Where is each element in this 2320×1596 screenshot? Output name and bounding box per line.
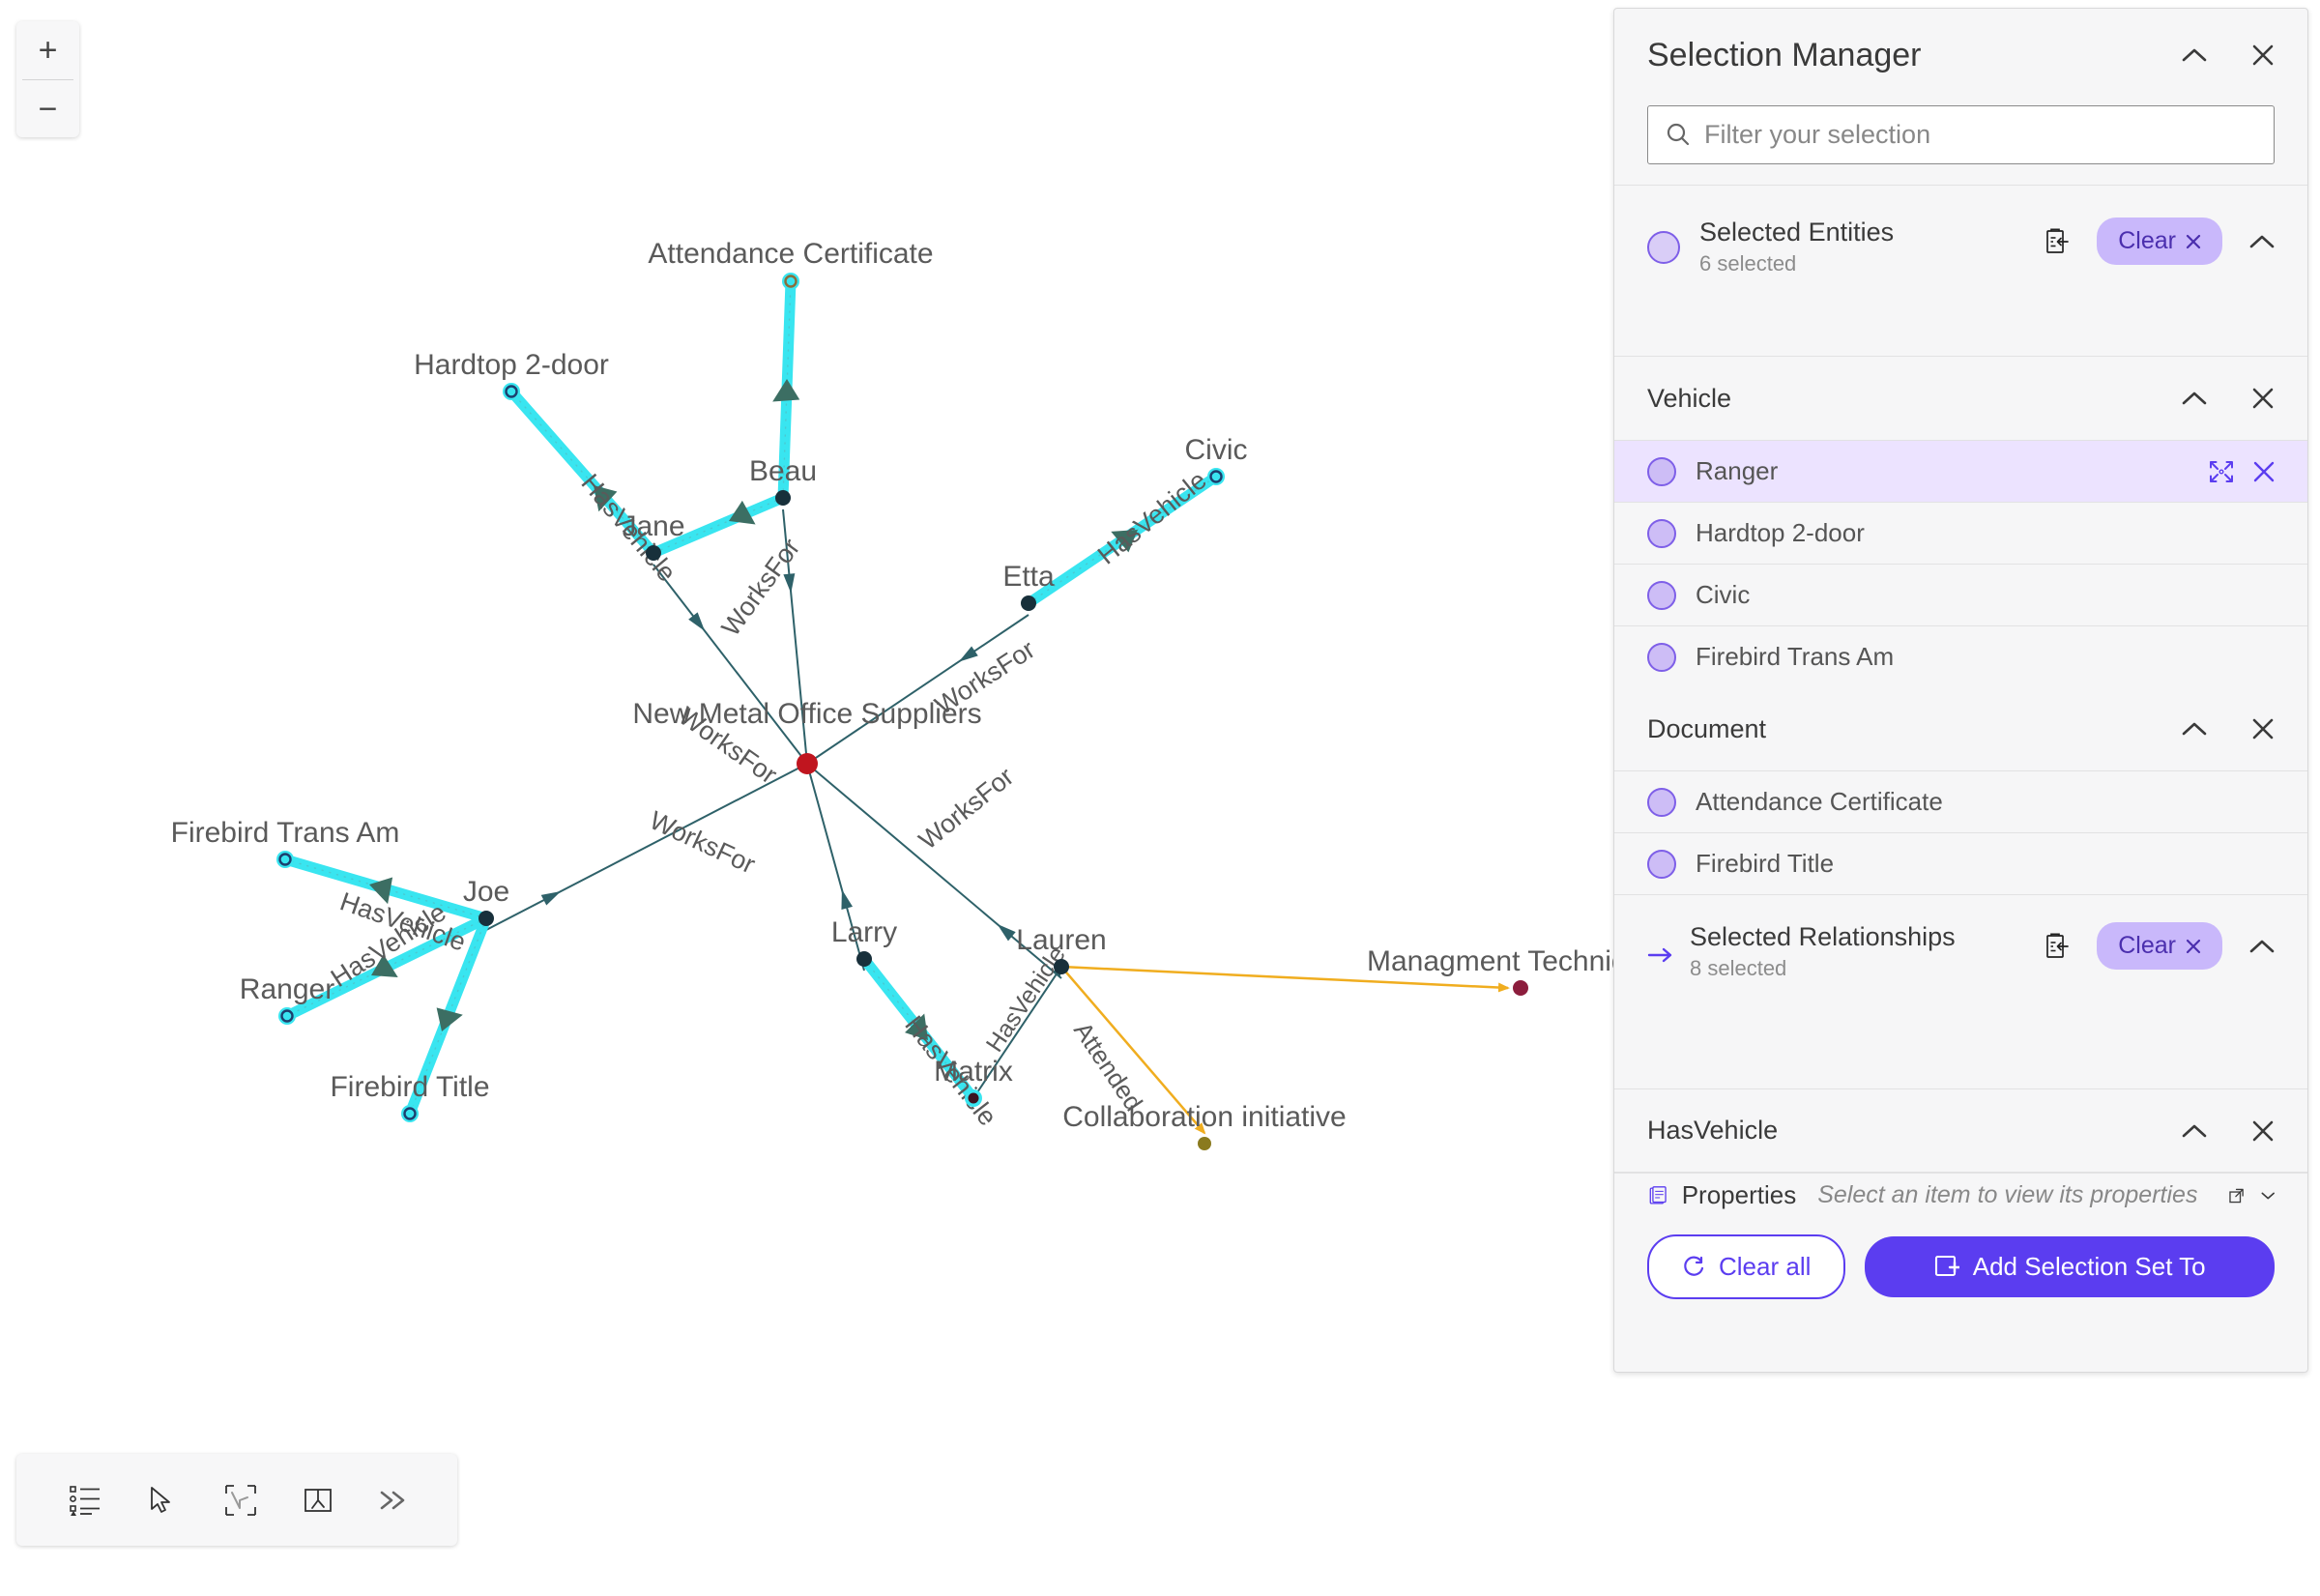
svg-text:New Metal Office Suppliers: New Metal Office Suppliers: [632, 698, 981, 730]
svg-text:Ranger: Ranger: [240, 973, 334, 1005]
svg-text:Collaboration initiative: Collaboration initiative: [1062, 1101, 1347, 1133]
svg-text:Firebird Trans Am: Firebird Trans Am: [171, 817, 400, 849]
svg-text:Beau: Beau: [749, 455, 817, 487]
svg-text:Larry: Larry: [831, 916, 897, 948]
svg-text:Joe: Joe: [463, 876, 509, 908]
svg-text:Hardtop 2-door: Hardtop 2-door: [414, 349, 609, 381]
svg-text:Firebird Title: Firebird Title: [330, 1071, 489, 1103]
svg-text:Etta: Etta: [1002, 561, 1055, 593]
svg-text:Attendance Certificate: Attendance Certificate: [648, 238, 933, 270]
svg-text:Civic: Civic: [1185, 434, 1248, 466]
svg-text:Matrix: Matrix: [934, 1056, 1013, 1088]
svg-text:HasVehicle: HasVehicle: [1092, 465, 1212, 569]
svg-text:HasVehicle: HasVehicle: [981, 942, 1071, 1057]
svg-text:Jane: Jane: [622, 510, 684, 542]
svg-text:WorksFor: WorksFor: [645, 805, 759, 879]
svg-text:Lauren: Lauren: [1016, 924, 1106, 956]
svg-text:WorksFor: WorksFor: [914, 762, 1019, 856]
